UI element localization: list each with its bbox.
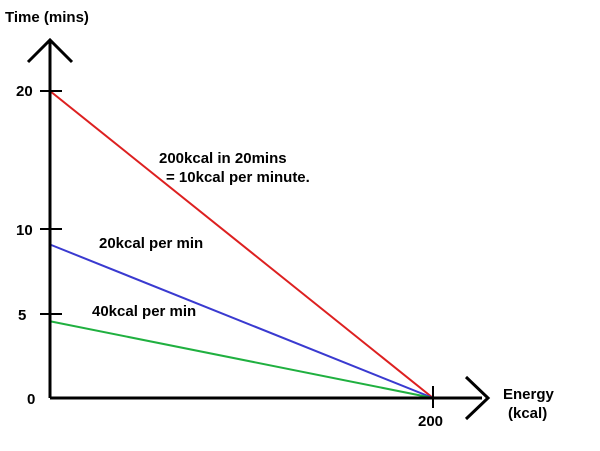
series-line-green <box>49 320 434 399</box>
annotation-blue: 20kcal per min <box>99 235 203 252</box>
y-axis-arrow-icon <box>26 37 74 64</box>
series-line-blue <box>49 243 434 399</box>
y-tick-label-20: 20 <box>16 83 33 100</box>
y-tick-label-5: 5 <box>18 307 26 324</box>
annotation-green: 40kcal per min <box>92 303 196 320</box>
x-axis-label-line-2: (kcal) <box>508 405 547 422</box>
annotation-red-line-1: 200kcal in 20mins <box>159 150 287 167</box>
y-axis-label: Time (mins) <box>5 9 89 26</box>
x-axis-label-line-1: Energy <box>503 386 555 403</box>
series-line-red <box>49 90 434 399</box>
x-tick-label-200: 200 <box>418 413 443 430</box>
annotation-red-line-2: = 10kcal per minute. <box>166 169 310 186</box>
origin-label: 0 <box>27 391 35 408</box>
y-tick-label-10: 10 <box>16 222 33 239</box>
series-layer <box>49 90 434 399</box>
x-axis-arrow-icon <box>464 375 491 421</box>
